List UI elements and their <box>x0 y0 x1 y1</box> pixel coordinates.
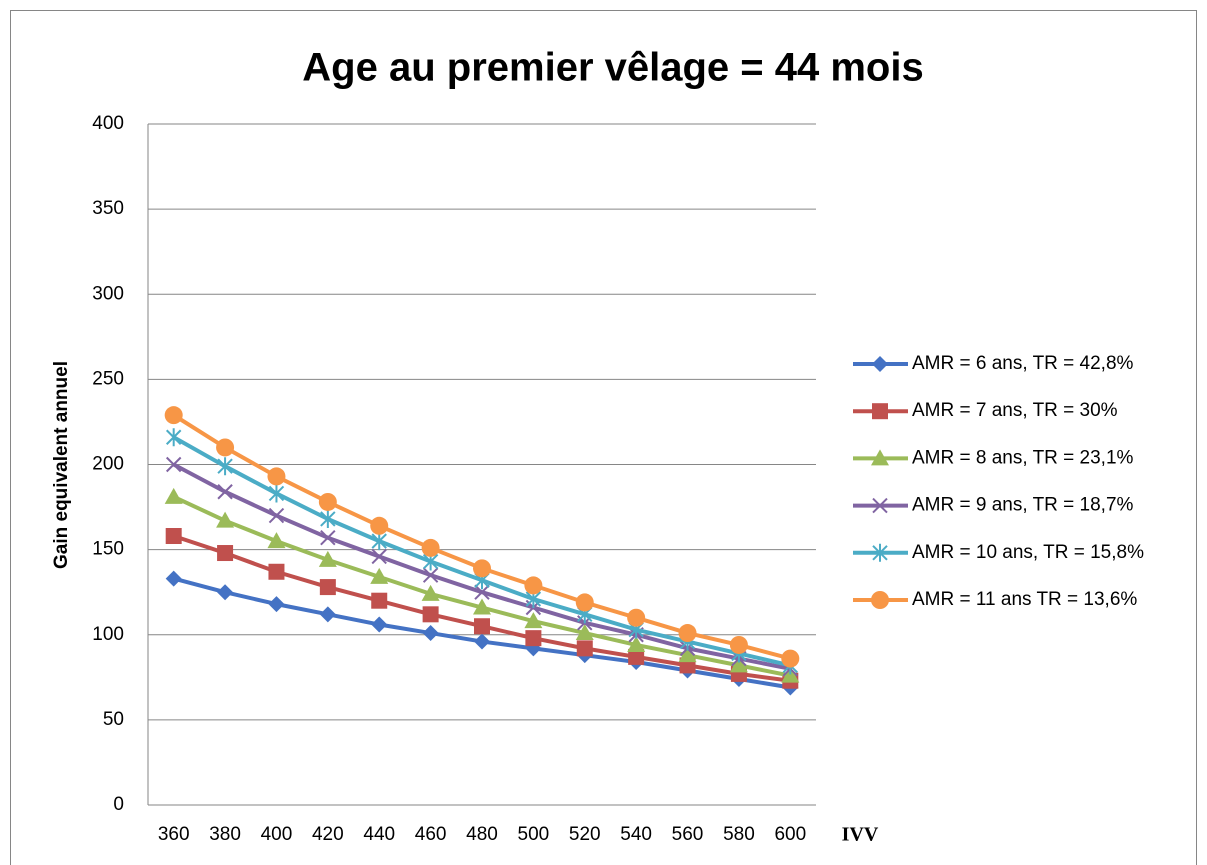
x-tick-label: 560 <box>672 824 704 845</box>
marker <box>422 606 439 623</box>
marker <box>627 608 646 627</box>
marker <box>165 428 182 447</box>
legend-label: AMR = 8 ans, TR = 23,1% <box>912 447 1134 468</box>
marker <box>268 484 285 503</box>
marker <box>319 579 336 596</box>
marker <box>318 492 337 511</box>
x-tick-label: 600 <box>774 824 806 845</box>
x-tick-label: 460 <box>415 824 447 845</box>
marker <box>217 584 234 601</box>
x-tick-label: 500 <box>518 824 550 845</box>
marker <box>320 530 336 546</box>
legend-label: AMR = 7 ans, TR = 30% <box>912 400 1118 421</box>
marker <box>217 457 233 476</box>
marker <box>268 596 285 613</box>
x-tick-label: 540 <box>620 824 652 845</box>
legend-label: AMR = 6 ans, TR = 42,8% <box>912 353 1134 374</box>
marker <box>165 528 182 545</box>
chart-border <box>10 10 1197 865</box>
marker <box>371 592 388 609</box>
marker <box>729 656 748 673</box>
marker <box>217 545 234 562</box>
x-tick-label: 400 <box>261 824 293 845</box>
x-axis-label: IVV <box>842 824 879 846</box>
marker <box>319 606 336 623</box>
y-tick-label: 50 <box>103 709 124 730</box>
y-tick-label: 200 <box>92 454 124 475</box>
legend-label: AMR = 9 ans, TR = 18,7% <box>912 495 1134 516</box>
y-tick-label: 250 <box>92 368 124 389</box>
marker <box>267 532 286 549</box>
marker <box>575 624 594 641</box>
marker <box>628 648 645 665</box>
marker <box>371 616 388 633</box>
marker <box>678 624 697 643</box>
marker <box>872 543 888 562</box>
marker <box>871 591 889 609</box>
marker <box>422 625 439 642</box>
marker <box>268 507 285 524</box>
marker <box>216 511 235 528</box>
marker <box>729 635 748 654</box>
x-tick-label: 520 <box>569 824 601 845</box>
marker <box>525 630 542 647</box>
x-tick-label: 420 <box>312 824 344 845</box>
marker <box>370 516 389 535</box>
marker <box>872 356 888 372</box>
marker <box>371 532 387 551</box>
marker <box>318 550 337 567</box>
marker <box>217 484 233 500</box>
marker <box>627 635 646 652</box>
marker <box>473 598 491 615</box>
marker <box>371 548 387 565</box>
chart-title: Age au premier vêlage = 44 mois <box>302 46 923 90</box>
x-tick-label: 360 <box>158 824 190 845</box>
x-tick-label: 440 <box>363 824 395 845</box>
marker <box>524 612 543 629</box>
marker <box>575 593 594 612</box>
marker <box>576 640 593 657</box>
marker <box>872 497 888 514</box>
marker <box>421 584 440 601</box>
legend-label: AMR = 10 ans, TR = 15,8% <box>912 542 1144 563</box>
marker <box>422 567 439 583</box>
marker <box>781 649 800 668</box>
y-tick-label: 0 <box>113 794 124 815</box>
y-tick-label: 400 <box>92 113 124 134</box>
marker <box>474 633 490 650</box>
marker <box>524 576 543 595</box>
y-axis-label: Gain equivalent annuel <box>51 361 72 569</box>
marker <box>781 666 800 683</box>
x-tick-label: 580 <box>723 824 755 845</box>
marker <box>164 406 183 425</box>
marker <box>474 584 490 600</box>
legend-label: AMR = 11 ans TR = 13,6% <box>912 589 1137 610</box>
marker <box>421 538 440 557</box>
marker <box>320 509 336 528</box>
x-tick-label: 380 <box>209 824 241 845</box>
y-tick-label: 100 <box>92 624 124 645</box>
marker <box>164 487 183 504</box>
marker <box>216 438 235 457</box>
marker <box>473 559 491 578</box>
marker <box>474 618 490 635</box>
marker <box>370 567 389 584</box>
y-tick-label: 350 <box>92 198 124 219</box>
marker <box>165 570 182 587</box>
marker <box>165 456 182 473</box>
marker <box>872 403 888 420</box>
marker <box>678 646 697 663</box>
marker <box>268 563 285 580</box>
marker <box>267 467 286 486</box>
y-tick-label: 150 <box>92 539 124 560</box>
y-tick-label: 300 <box>92 283 124 304</box>
marker <box>871 449 889 466</box>
x-tick-label: 480 <box>466 824 498 845</box>
